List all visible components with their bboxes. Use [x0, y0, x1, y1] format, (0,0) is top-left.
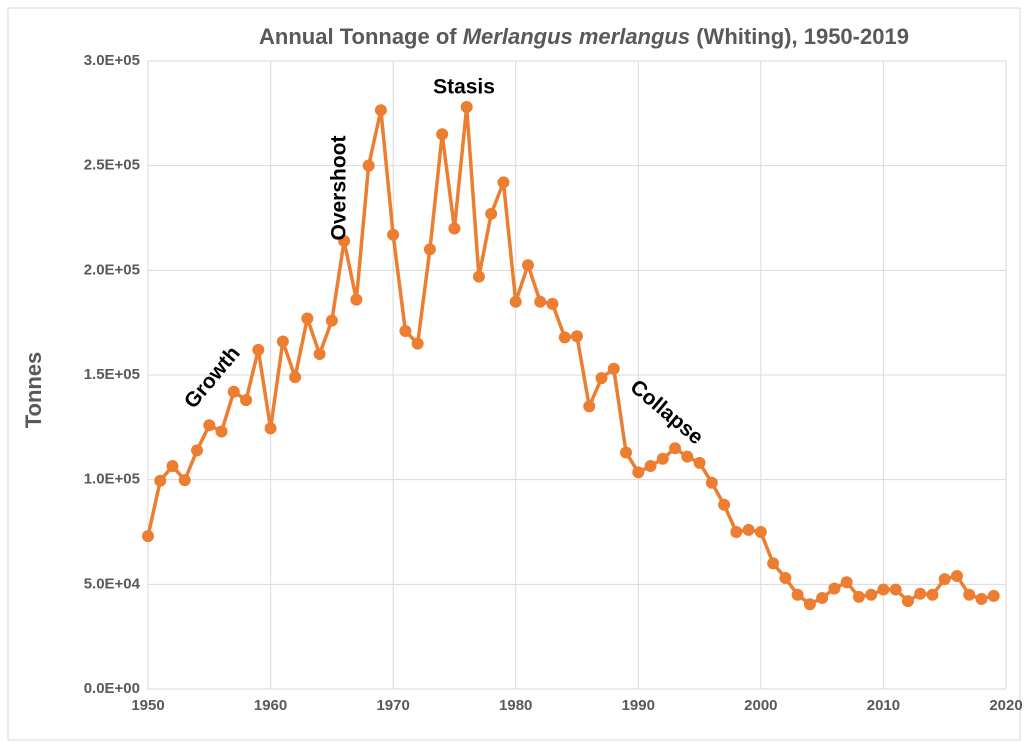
- data-point: [497, 176, 510, 189]
- data-point: [178, 474, 191, 487]
- data-point: [620, 446, 633, 459]
- y-tick-label: 0.0E+00: [84, 680, 140, 697]
- data-point: [828, 582, 841, 595]
- data-line: [146, 106, 995, 607]
- data-point: [485, 207, 498, 220]
- data-point: [240, 394, 253, 407]
- data-point: [938, 573, 951, 586]
- data-point: [338, 235, 351, 248]
- data-point: [963, 588, 976, 601]
- data-point: [534, 295, 547, 308]
- data-point: [325, 314, 338, 327]
- x-tick-label: 1960: [254, 697, 287, 714]
- x-tick-label: 1990: [622, 697, 655, 714]
- data-point: [509, 295, 522, 308]
- data-point: [901, 595, 914, 608]
- data-point: [865, 588, 878, 601]
- data-point: [546, 297, 559, 310]
- data-point: [423, 243, 436, 256]
- data-point: [313, 348, 326, 361]
- data-point: [742, 523, 755, 536]
- data-point: [669, 442, 682, 455]
- data-point: [203, 419, 216, 432]
- data-point: [264, 422, 277, 435]
- data-point: [436, 128, 449, 141]
- data-point: [558, 331, 571, 344]
- data-point: [448, 222, 461, 235]
- data-point: [779, 572, 792, 585]
- x-tick-label: 2010: [867, 697, 900, 714]
- data-point: [521, 259, 534, 272]
- x-tick-label: 1950: [131, 697, 164, 714]
- data-point: [595, 372, 608, 385]
- chart-frame: [7, 7, 1021, 741]
- data-point: [350, 293, 363, 306]
- annotation: Overshoot: [328, 135, 351, 240]
- data-point: [387, 228, 400, 241]
- data-point: [718, 498, 731, 511]
- data-point: [215, 425, 228, 438]
- y-tick-label: 2.5E+05: [84, 157, 140, 174]
- data-point: [632, 466, 645, 479]
- y-tick-label: 1.5E+05: [84, 366, 140, 383]
- data-point: [877, 583, 890, 596]
- title-part: Merlangus merlangus: [463, 24, 690, 49]
- chart-title: Annual Tonnage of Merlangus merlangus (W…: [259, 24, 909, 49]
- data-point: [852, 590, 865, 603]
- x-tick-label: 2020: [989, 697, 1022, 714]
- data-point: [142, 530, 154, 543]
- annotation: Stasis: [433, 76, 495, 99]
- data-point: [926, 588, 939, 601]
- y-tick-label: 5.0E+04: [84, 575, 141, 592]
- data-point: [607, 362, 620, 375]
- data-point: [767, 557, 780, 570]
- data-point: [816, 591, 829, 604]
- data-point: [889, 583, 902, 596]
- data-point: [975, 592, 988, 605]
- data-point: [154, 474, 167, 487]
- data-point: [803, 598, 816, 611]
- data-point: [754, 526, 767, 538]
- data-point: [950, 569, 963, 582]
- y-tick-label: 2.0E+05: [84, 261, 140, 278]
- data-point: [730, 526, 743, 538]
- data-point: [791, 588, 804, 601]
- data-point: [644, 460, 657, 473]
- x-tick-label: 1980: [499, 697, 532, 714]
- data-point: [399, 325, 412, 338]
- data-point: [840, 576, 853, 589]
- title-part: (Whiting), 1950-2019: [690, 24, 909, 49]
- data-point: [987, 589, 1000, 602]
- title-part: Annual Tonnage of: [259, 24, 463, 49]
- data-point: [276, 335, 289, 348]
- data-point: [460, 101, 473, 114]
- y-tick-label: 1.0E+05: [84, 471, 140, 488]
- data-point: [681, 450, 694, 463]
- data-point: [583, 400, 596, 413]
- data-point: [374, 104, 387, 117]
- data-point: [227, 385, 240, 398]
- data-point: [656, 452, 669, 465]
- data-point: [693, 456, 706, 469]
- y-axis-label: Tonnes: [21, 352, 46, 429]
- x-tick-label: 2000: [744, 697, 777, 714]
- data-point: [571, 330, 583, 343]
- data-point: [362, 159, 375, 172]
- y-tick-label: 3.0E+05: [84, 52, 140, 69]
- data-point: [191, 444, 204, 457]
- data-point: [705, 476, 718, 489]
- data-point: [472, 270, 485, 283]
- data-point: [166, 460, 179, 473]
- data-point: [301, 312, 314, 325]
- x-tick-label: 1970: [376, 697, 409, 714]
- data-point: [252, 343, 265, 356]
- data-point: [289, 371, 302, 384]
- data-point: [914, 587, 927, 600]
- data-point: [411, 337, 424, 350]
